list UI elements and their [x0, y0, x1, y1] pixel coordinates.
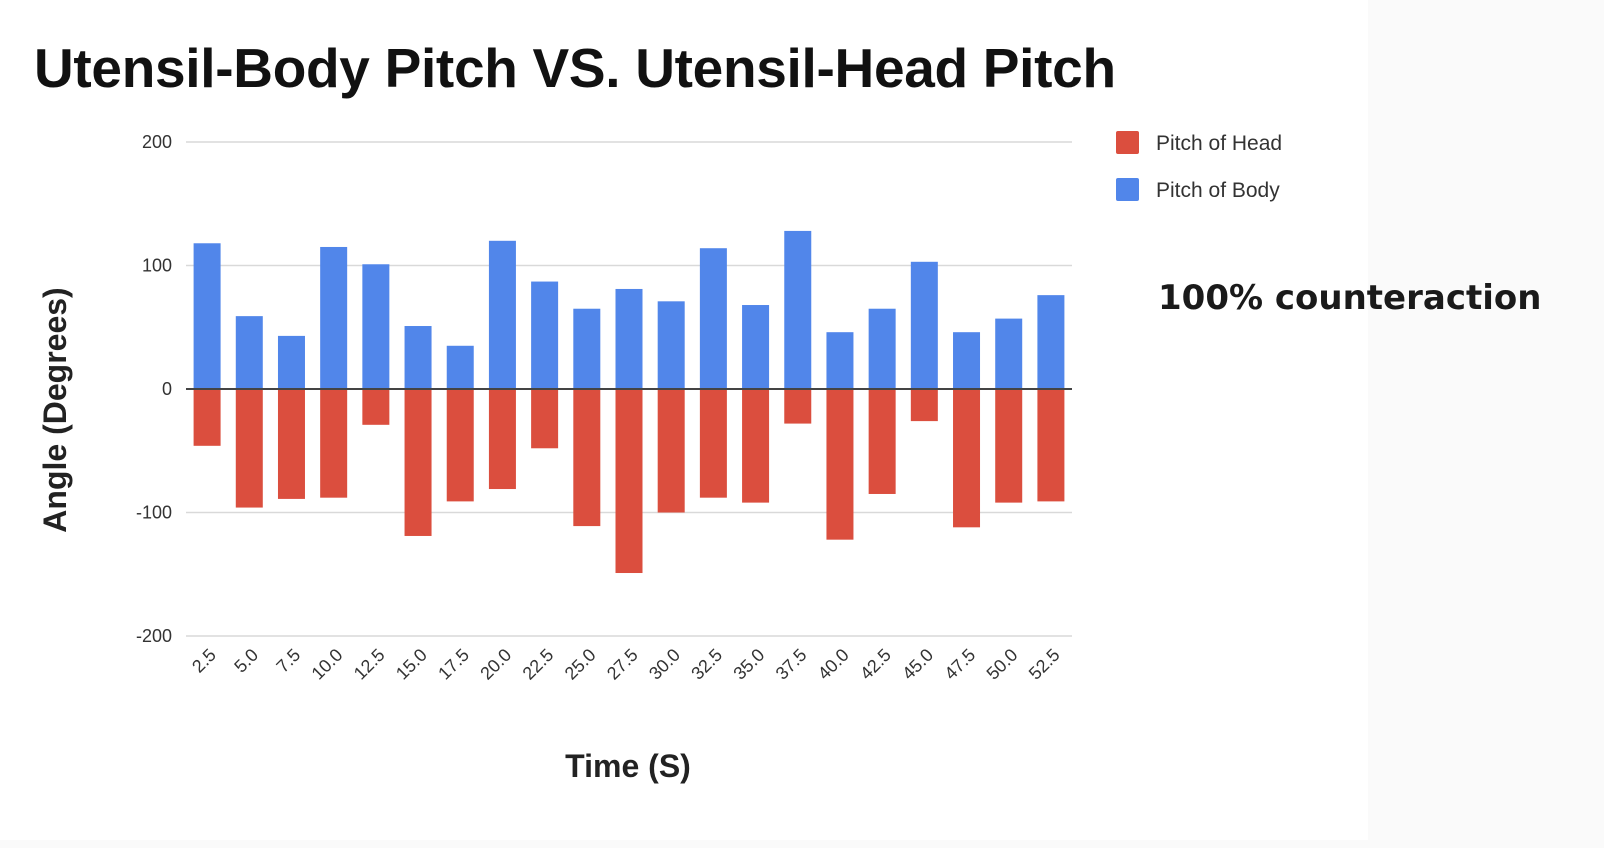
- bar: [953, 389, 981, 528]
- bar: [784, 389, 812, 424]
- bar: [235, 389, 263, 508]
- bar: [995, 389, 1023, 503]
- bar: [488, 240, 516, 389]
- x-tick-label: 30.0: [645, 645, 684, 684]
- bar: [404, 326, 432, 389]
- y-tick-label: 100: [142, 256, 172, 276]
- legend-swatch: [1116, 131, 1139, 154]
- bar: [235, 316, 263, 389]
- side-panel-background: [1368, 0, 1604, 848]
- bar: [657, 389, 685, 513]
- x-tick-label: 17.5: [434, 645, 473, 684]
- bar: [193, 389, 221, 446]
- chart-title: Utensil-Body Pitch VS. Utensil-Head Pitc…: [34, 37, 1116, 99]
- legend-label: Pitch of Body: [1156, 179, 1280, 202]
- x-tick-label: 40.0: [814, 645, 853, 684]
- bar: [995, 318, 1023, 389]
- x-tick-label: 42.5: [856, 645, 895, 684]
- bar: [362, 389, 390, 425]
- counteraction-note: 100% counteraction: [1158, 278, 1542, 318]
- y-tick-label: -200: [136, 626, 172, 646]
- x-tick-label: 45.0: [898, 645, 937, 684]
- bar: [193, 243, 221, 389]
- bar: [657, 301, 685, 389]
- bar: [910, 389, 938, 422]
- x-tick-label: 47.5: [940, 645, 979, 684]
- bar: [446, 389, 474, 502]
- bar: [1037, 295, 1065, 389]
- y-axis-title: Angle (Degrees): [37, 287, 73, 532]
- x-tick-label: 15.0: [392, 645, 431, 684]
- x-tick-label: 7.5: [272, 645, 304, 677]
- bar: [826, 389, 854, 540]
- bar: [277, 389, 305, 499]
- bar: [826, 332, 854, 389]
- bar: [868, 308, 896, 389]
- x-axis-title: Time (S): [565, 748, 691, 784]
- bar: [320, 246, 348, 389]
- x-tick-label: 10.0: [308, 645, 347, 684]
- legend-swatch: [1116, 178, 1139, 201]
- bar: [277, 335, 305, 389]
- x-tick-label: 37.5: [772, 645, 811, 684]
- x-tick-label: 32.5: [687, 645, 726, 684]
- bar: [699, 248, 727, 389]
- y-tick-label: 200: [142, 132, 172, 152]
- bar: [1037, 389, 1065, 502]
- x-tick-label: 50.0: [983, 645, 1022, 684]
- bar: [699, 389, 727, 498]
- x-tick-label: 27.5: [603, 645, 642, 684]
- bar: [488, 389, 516, 490]
- x-tick-label: 12.5: [350, 645, 389, 684]
- bar: [615, 389, 643, 574]
- bar: [742, 305, 770, 389]
- x-tick-label: 52.5: [1025, 645, 1064, 684]
- bar: [531, 281, 559, 389]
- bar: [742, 389, 770, 503]
- x-tick-label: 20.0: [476, 645, 515, 684]
- bar: [404, 389, 432, 536]
- bottom-strip: [0, 840, 1604, 848]
- bar: [868, 389, 896, 494]
- x-tick-label: 5.0: [230, 645, 262, 677]
- bar: [446, 345, 474, 389]
- bar: [953, 332, 981, 389]
- x-tick-label: 25.0: [561, 645, 600, 684]
- bar: [910, 261, 938, 389]
- bar: [531, 389, 559, 449]
- y-tick-label: -100: [136, 503, 172, 523]
- x-tick-label: 2.5: [188, 645, 220, 677]
- x-tick-label: 35.0: [729, 645, 768, 684]
- bar: [573, 308, 601, 389]
- y-tick-label: 0: [162, 379, 172, 399]
- bar: [784, 230, 812, 389]
- bar: [615, 288, 643, 389]
- bar: [362, 264, 390, 389]
- bar: [573, 389, 601, 527]
- legend-label: Pitch of Head: [1156, 132, 1282, 155]
- bar: [320, 389, 348, 498]
- x-tick-label: 22.5: [519, 645, 558, 684]
